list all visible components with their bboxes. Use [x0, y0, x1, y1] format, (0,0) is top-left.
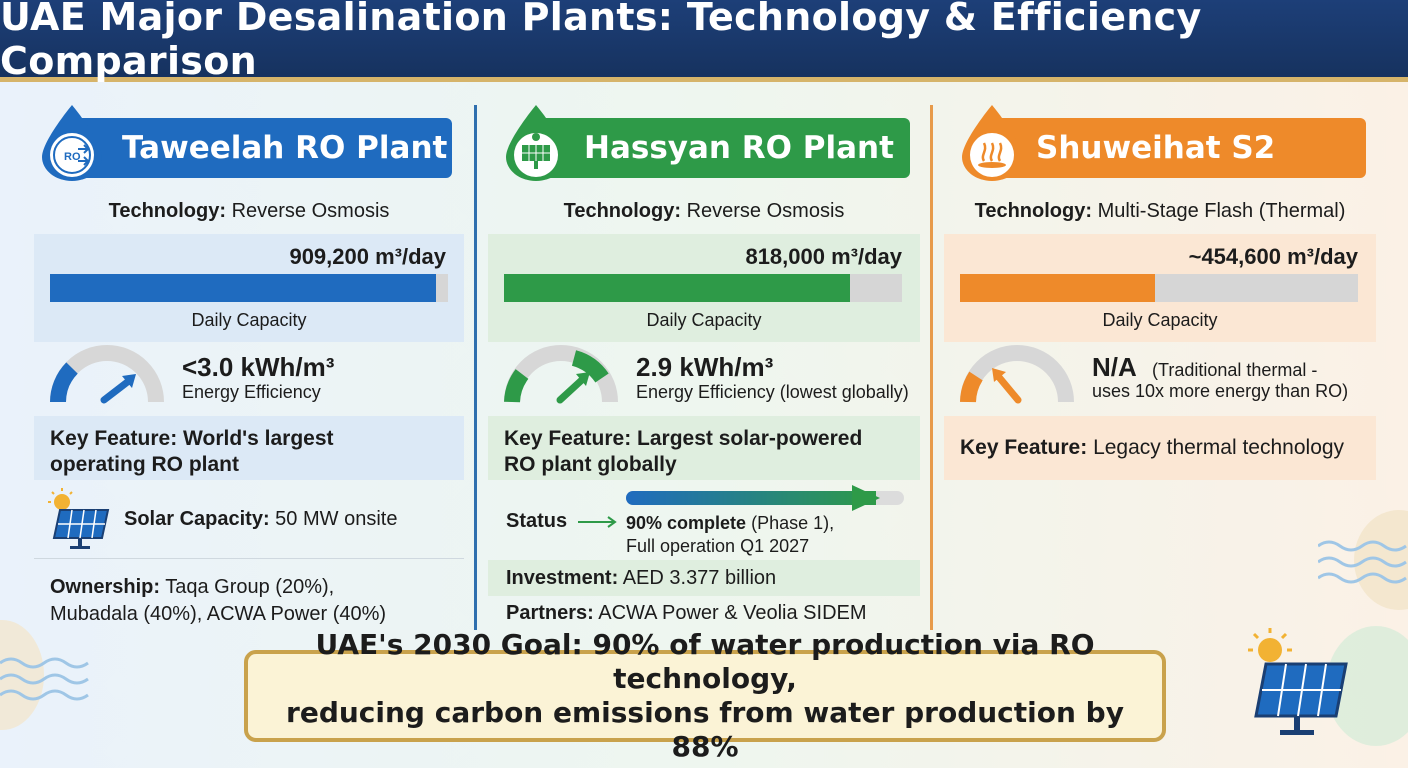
efficiency-value: 2.9 kWh/m³ [636, 352, 774, 382]
capacity-label: Daily Capacity [191, 310, 307, 330]
efficiency-value: <3.0 kWh/m³ [182, 352, 335, 382]
capacity-label: Daily Capacity [1102, 310, 1218, 330]
capacity-panel: 909,200 m³/day Daily Capacity [34, 234, 464, 342]
investment: Investment: AED 3.377 billion [506, 567, 777, 589]
key-feature-panel: Key Feature: World's largest operating R… [34, 416, 464, 480]
efficiency-note-line2: uses 10x more energy than RO) [1092, 381, 1349, 401]
water-waves-icon [1318, 540, 1407, 584]
plant-banner: Taweelah RO Plant [64, 118, 452, 178]
svg-text:RO: RO [64, 151, 81, 163]
plant-name: Taweelah RO Plant [122, 130, 448, 166]
investment-panel [488, 560, 920, 596]
row-divider [34, 558, 464, 559]
technology-line: Technology: Multi-Stage Flash (Thermal) [974, 200, 1346, 222]
solar-panel-icon [48, 488, 110, 549]
technology-line: Technology: Reverse Osmosis [563, 200, 845, 222]
capacity-value: 818,000 m³/day [745, 244, 902, 269]
status-progress-track [626, 491, 904, 505]
column-divider [474, 105, 477, 630]
ownership: Ownership: Taqa Group (20%), Mubadala (4… [50, 576, 387, 625]
steam-heat-icon [962, 105, 1022, 181]
solar-panel-icon [506, 105, 566, 181]
technology-line: Technology: Reverse Osmosis [108, 200, 390, 222]
capacity-bar [504, 274, 902, 302]
capacity-bar-fill [50, 274, 437, 302]
efficiency-gauge-icon [504, 345, 618, 404]
status-detail: 90% complete (Phase 1), Full operation Q… [626, 513, 835, 556]
capacity-value: ~454,600 m³/day [1188, 244, 1358, 269]
efficiency-value: N/A [1092, 352, 1137, 382]
status-label: Status [506, 510, 568, 532]
status-progress-fill [626, 491, 877, 505]
capacity-value: 909,200 m³/day [289, 244, 446, 269]
capacity-bar-fill [960, 274, 1156, 302]
water-waves-icon [0, 657, 89, 701]
efficiency-note: (Traditional thermal - [1152, 360, 1318, 380]
capacity-bar [50, 274, 448, 302]
arrow-right-icon [578, 516, 617, 528]
goal-line-1: UAE's 2030 Goal: 90% of water production… [315, 628, 1095, 695]
solar-capacity: Solar Capacity: 50 MW onsite [124, 508, 398, 530]
plant-banner: Shuweihat S2 [986, 118, 1366, 178]
plant-name: Shuweihat S2 [1036, 130, 1276, 166]
efficiency-gauge-icon [960, 345, 1074, 404]
capacity-bar [960, 274, 1358, 302]
page-header: UAE Major Desalination Plants: Technolog… [0, 0, 1408, 83]
goal-banner: UAE's 2030 Goal: 90% of water production… [244, 628, 1166, 763]
ro-arrows-icon: RO [42, 105, 102, 181]
progress-arrowhead-icon [852, 485, 880, 511]
key-feature-panel: Key Feature: Legacy thermal technology [944, 416, 1376, 480]
solar-panel-icon [1248, 628, 1348, 735]
capacity-panel: 818,000 m³/day Daily Capacity [488, 234, 920, 342]
goal-line-2: reducing carbon emissions from water pro… [286, 696, 1124, 763]
plant-banner: Hassyan RO Plant [530, 118, 910, 178]
page-title: UAE Major Desalination Plants: Technolog… [0, 0, 1202, 83]
efficiency-gauge-icon [50, 345, 164, 404]
capacity-label: Daily Capacity [646, 310, 762, 330]
efficiency-label: Energy Efficiency (lowest globally) [636, 382, 909, 402]
partners: Partners: ACWA Power & Veolia SIDEM [506, 602, 867, 624]
key-feature-panel: Key Feature: Largest solar-powered RO pl… [488, 416, 920, 480]
efficiency-label: Energy Efficiency [182, 382, 321, 402]
capacity-bar-fill [504, 274, 851, 302]
capacity-panel: ~454,600 m³/day Daily Capacity [944, 234, 1376, 342]
column-divider [930, 105, 933, 630]
plant-name: Hassyan RO Plant [584, 130, 894, 166]
